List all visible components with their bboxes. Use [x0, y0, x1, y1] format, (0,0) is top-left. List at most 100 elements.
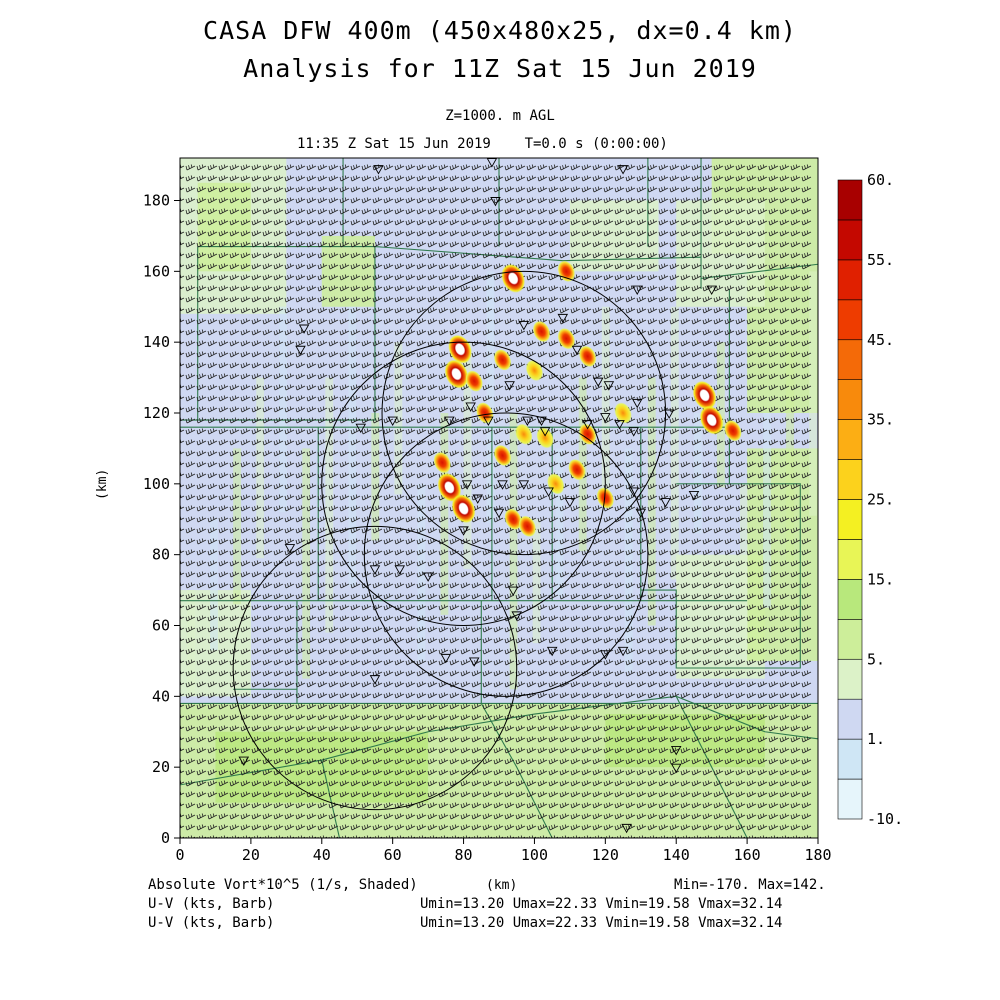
- wind-barb-2368: [702, 604, 713, 611]
- barb-stroke: [548, 373, 559, 380]
- wind-barb-476: [306, 252, 317, 259]
- wind-barb-177: [207, 197, 218, 204]
- wind-barb-178: [218, 197, 229, 204]
- wind-barb-218: [658, 197, 669, 204]
- barb-stroke: [647, 219, 658, 226]
- wind-barb-319: [493, 219, 504, 226]
- barb-stroke: [196, 307, 207, 314]
- wind-barb-191: [361, 197, 372, 204]
- barb-stroke: [713, 274, 724, 281]
- wind-barb-131: [339, 186, 350, 193]
- wind-barb-818: [240, 318, 251, 325]
- wind-barb-790: [570, 307, 581, 314]
- wind-barb-1953: [603, 527, 614, 534]
- barb-stroke: [350, 164, 361, 171]
- barb-stroke: [306, 417, 317, 424]
- wind-barb-76: [372, 175, 383, 182]
- wind-barb-1517: [273, 450, 284, 457]
- barb-stroke: [603, 384, 614, 391]
- barb-stroke: [526, 197, 537, 204]
- wind-barb-410: [218, 241, 229, 248]
- wind-barb-767: [317, 307, 328, 314]
- barb-stroke: [405, 571, 416, 578]
- wind-barb-2098: [284, 560, 295, 567]
- barb-stroke: [438, 560, 449, 567]
- barb-stroke: [537, 472, 548, 479]
- wind-barb-1397: [229, 428, 240, 435]
- barb-stroke: [526, 285, 537, 292]
- wind-barb-257: [449, 208, 460, 215]
- barb-stroke: [669, 516, 680, 523]
- field-streak-3: [256, 377, 265, 559]
- wind-barb-971: [647, 340, 658, 347]
- wind-barb-1550: [636, 450, 647, 457]
- wind-barb-1455: [229, 439, 240, 446]
- wind-barb-67: [273, 175, 284, 182]
- wind-barb-1272: [768, 395, 779, 402]
- barb-stroke: [548, 450, 559, 457]
- wind-barb-391: [647, 230, 658, 237]
- barb-stroke: [317, 538, 328, 545]
- barb-stroke: [284, 417, 295, 424]
- barb-stroke: [779, 307, 790, 314]
- wind-barb-2272: [284, 593, 295, 600]
- wind-barb-142: [460, 186, 471, 193]
- wind-barb-1597: [515, 461, 526, 468]
- wind-barb-2227: [427, 582, 438, 589]
- barb-stroke: [636, 461, 647, 468]
- barb-stroke: [317, 615, 328, 622]
- wind-barb-934: [240, 340, 251, 347]
- wind-barb-13: [317, 164, 328, 171]
- wind-barb-2155: [273, 571, 284, 578]
- barb-stroke: [669, 494, 680, 501]
- wind-barb-967: [603, 340, 614, 347]
- wind-barb-57: [801, 164, 812, 171]
- barb-stroke: [372, 538, 383, 545]
- wind-barb-1381: [691, 417, 702, 424]
- wind-barb-784: [504, 307, 515, 314]
- barb-stroke: [405, 296, 416, 303]
- barb-stroke: [273, 263, 284, 270]
- barb-stroke: [482, 274, 493, 281]
- barb-stroke: [559, 560, 570, 567]
- wind-barb-1500: [724, 439, 735, 446]
- barb-stroke: [416, 505, 427, 512]
- wind-barb-1493: [647, 439, 658, 446]
- barb-stroke: [273, 175, 284, 182]
- barb-stroke: [636, 472, 647, 479]
- wind-barb-763: [273, 307, 284, 314]
- barb-stroke: [383, 230, 394, 237]
- wind-barb-1194: [548, 384, 559, 391]
- barb-stroke: [284, 241, 295, 248]
- wind-barb-363: [339, 230, 350, 237]
- wind-barb-1388: [768, 417, 779, 424]
- wind-barb-1902: [680, 516, 691, 523]
- wind-barb-1954: [614, 527, 625, 534]
- wind-barb-2118: [504, 560, 515, 567]
- barb-stroke: [691, 505, 702, 512]
- wind-barb-1231: [317, 395, 328, 402]
- wind-barb-307: [361, 219, 372, 226]
- barb-stroke: [284, 593, 295, 600]
- wind-barb-54: [768, 164, 779, 171]
- wind-barb-2133: [669, 560, 680, 567]
- barb-stroke: [273, 494, 284, 501]
- wind-barb-1047: [207, 362, 218, 369]
- barb-stroke: [262, 197, 273, 204]
- wind-barb-684: [680, 285, 691, 292]
- barb-stroke: [482, 527, 493, 534]
- wind-barb-238: [240, 208, 251, 215]
- wind-barb-587: [251, 274, 262, 281]
- wind-barb-1843: [669, 505, 680, 512]
- barb-stroke: [768, 417, 779, 424]
- wind-barb-2299: [581, 593, 592, 600]
- wind-barb-2328: [262, 604, 273, 611]
- wind-barb-2151: [229, 571, 240, 578]
- wind-barb-424: [372, 241, 383, 248]
- barb-stroke: [328, 494, 339, 501]
- wind-barb-1413: [405, 428, 416, 435]
- wind-barb-759: [229, 307, 240, 314]
- wind-barb-154: [592, 186, 603, 193]
- barb-stroke: [592, 197, 603, 204]
- barb-stroke: [394, 241, 405, 248]
